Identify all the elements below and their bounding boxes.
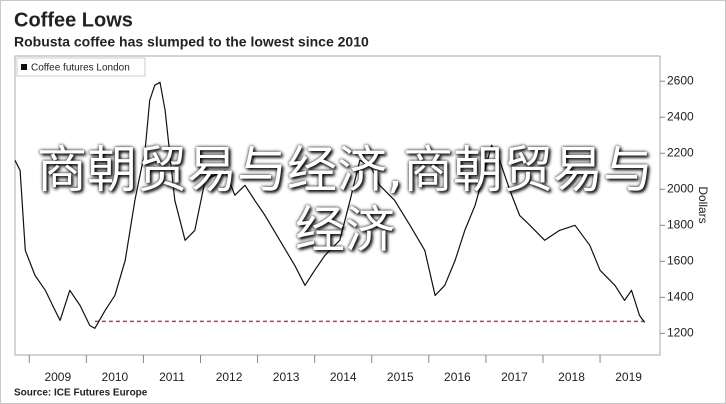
x-tick-label: 2018 [558,370,585,384]
x-tick-label: 2019 [615,370,642,384]
x-tick-label: 2012 [216,370,243,384]
y-tick-label: 2000 [667,181,694,195]
y-tick-label: 1400 [667,290,694,304]
y-tick-label: 2600 [667,73,694,87]
legend-box [16,57,146,77]
data-line [14,81,646,329]
x-tick-label: 2015 [387,370,414,384]
y-axis-label: Dollars [696,186,710,223]
legend-label: Coffee futures London [31,63,130,74]
x-tick-label: 2011 [159,370,185,384]
y-tick-label: 1600 [667,254,694,268]
chart-title: Coffee Lows [14,9,133,31]
x-tick-label: 2013 [273,370,300,384]
x-tick-label: 2009 [44,370,71,384]
legend-swatch [21,64,27,70]
y-tick-label: 2400 [667,109,694,123]
plot-frame [14,55,661,356]
x-tick-label: 2010 [102,370,129,384]
y-tick-label: 1800 [667,217,694,231]
source: Source: ICE Futures Europe [14,388,148,399]
y-tick-label: 2200 [667,145,694,159]
y-tick-label: 1200 [667,326,694,340]
watermark-text: 商朝贸易与经济,商朝贸易与经济 [37,141,653,259]
chart-subtitle: Robusta coffee has slumped to the lowest… [14,34,369,50]
x-tick-label: 2014 [330,370,357,384]
x-tick-label: 2016 [444,370,471,384]
x-tick-label: 2017 [501,370,528,384]
